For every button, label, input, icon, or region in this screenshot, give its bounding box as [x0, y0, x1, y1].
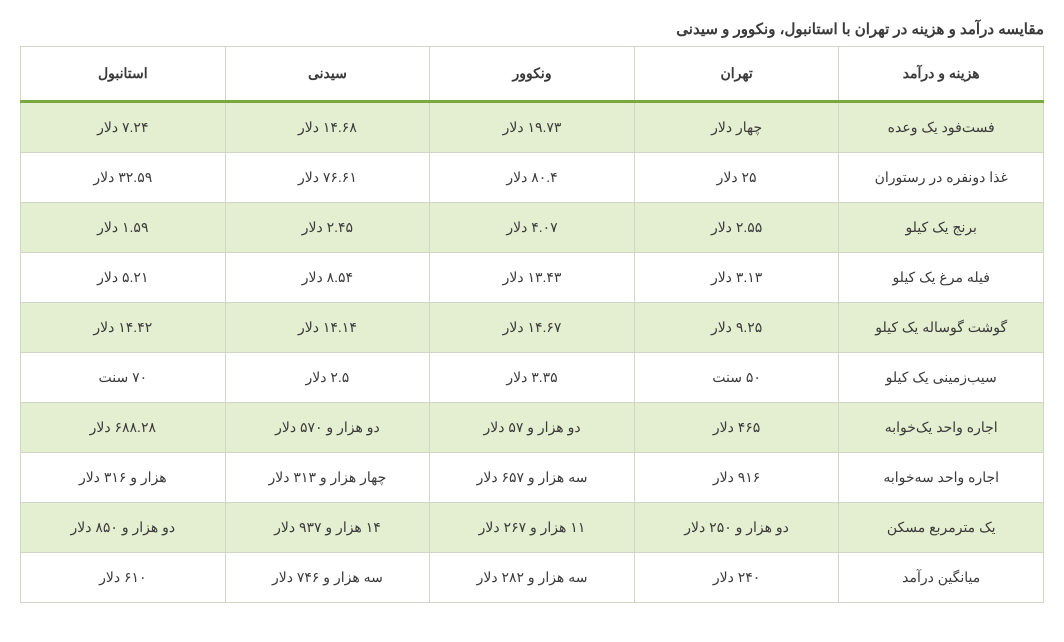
- cell-tehran: ۲۵ دلار: [634, 153, 839, 203]
- cell-vancouver: سه هزار و ۲۸۲ دلار: [430, 553, 635, 603]
- cell-sydney: چهار هزار و ۳۱۳ دلار: [225, 453, 430, 503]
- cell-istanbul: ۶۱۰ دلار: [21, 553, 226, 603]
- cell-istanbul: ۱۴.۴۲ دلار: [21, 303, 226, 353]
- table-row: سیب‌زمینی یک کیلو ۵۰ سنت ۳.۳۵ دلار ۲.۵ د…: [21, 353, 1044, 403]
- page-title: مقایسه درآمد و هزینه در تهران با استانبو…: [20, 20, 1044, 38]
- header-row: هزینه و درآمد تهران ونکوور سیدنی استانبو…: [21, 47, 1044, 102]
- cell-sydney: ۱۴.۱۴ دلار: [225, 303, 430, 353]
- cell-sydney: سه هزار و ۷۴۶ دلار: [225, 553, 430, 603]
- cell-item: برنج یک کیلو: [839, 203, 1044, 253]
- table-body: فست‌فود یک وعده چهار دلار ۱۹.۷۳ دلار ۱۴.…: [21, 102, 1044, 603]
- cell-istanbul: هزار و ۳۱۶ دلار: [21, 453, 226, 503]
- cell-sydney: دو هزار و ۵۷۰ دلار: [225, 403, 430, 453]
- cell-tehran: ۴۶۵ دلار: [634, 403, 839, 453]
- cell-istanbul: ۷.۲۴ دلار: [21, 102, 226, 153]
- table-row: اجاره واحد یک‌خوابه ۴۶۵ دلار دو هزار و ۵…: [21, 403, 1044, 453]
- cell-item: فیله مرغ یک کیلو: [839, 253, 1044, 303]
- table-row: برنج یک کیلو ۲.۵۵ دلار ۴.۰۷ دلار ۲.۴۵ دل…: [21, 203, 1044, 253]
- cell-vancouver: ۳.۳۵ دلار: [430, 353, 635, 403]
- cell-tehran: ۳.۱۳ دلار: [634, 253, 839, 303]
- cell-item: اجاره واحد یک‌خوابه: [839, 403, 1044, 453]
- table-row: فیله مرغ یک کیلو ۳.۱۳ دلار ۱۳.۴۳ دلار ۸.…: [21, 253, 1044, 303]
- table-row: گوشت گوساله یک کیلو ۹.۲۵ دلار ۱۴.۶۷ دلار…: [21, 303, 1044, 353]
- cell-tehran: ۹۱۶ دلار: [634, 453, 839, 503]
- col-header-vancouver: ونکوور: [430, 47, 635, 102]
- cell-vancouver: ۱۹.۷۳ دلار: [430, 102, 635, 153]
- cell-vancouver: دو هزار و ۵۷ دلار: [430, 403, 635, 453]
- table-row: فست‌فود یک وعده چهار دلار ۱۹.۷۳ دلار ۱۴.…: [21, 102, 1044, 153]
- cell-tehran: ۲۴۰ دلار: [634, 553, 839, 603]
- cell-sydney: ۱۴ هزار و ۹۳۷ دلار: [225, 503, 430, 553]
- cell-istanbul: ۳۲.۵۹ دلار: [21, 153, 226, 203]
- col-header-item: هزینه و درآمد: [839, 47, 1044, 102]
- cell-tehran: ۲.۵۵ دلار: [634, 203, 839, 253]
- col-header-tehran: تهران: [634, 47, 839, 102]
- cell-vancouver: ۱۳.۴۳ دلار: [430, 253, 635, 303]
- table-row: اجاره واحد سه‌خوابه ۹۱۶ دلار سه هزار و ۶…: [21, 453, 1044, 503]
- cell-item: یک مترمربع مسکن: [839, 503, 1044, 553]
- cell-item: فست‌فود یک وعده: [839, 102, 1044, 153]
- cell-vancouver: ۸۰.۴ دلار: [430, 153, 635, 203]
- cell-item: میانگین درآمد: [839, 553, 1044, 603]
- cell-item: غذا دونفره در رستوران: [839, 153, 1044, 203]
- cell-sydney: ۲.۵ دلار: [225, 353, 430, 403]
- cell-vancouver: ۴.۰۷ دلار: [430, 203, 635, 253]
- cell-istanbul: دو هزار و ۸۵۰ دلار: [21, 503, 226, 553]
- col-header-istanbul: استانبول: [21, 47, 226, 102]
- cell-vancouver: سه هزار و ۶۵۷ دلار: [430, 453, 635, 503]
- cell-item: سیب‌زمینی یک کیلو: [839, 353, 1044, 403]
- table-row: میانگین درآمد ۲۴۰ دلار سه هزار و ۲۸۲ دلا…: [21, 553, 1044, 603]
- cell-item: گوشت گوساله یک کیلو: [839, 303, 1044, 353]
- cell-tehran: دو هزار و ۲۵۰ دلار: [634, 503, 839, 553]
- cell-vancouver: ۱۱ هزار و ۲۶۷ دلار: [430, 503, 635, 553]
- cost-table: هزینه و درآمد تهران ونکوور سیدنی استانبو…: [20, 46, 1044, 603]
- cell-istanbul: ۵.۲۱ دلار: [21, 253, 226, 303]
- cell-sydney: ۲.۴۵ دلار: [225, 203, 430, 253]
- cell-sydney: ۷۶.۶۱ دلار: [225, 153, 430, 203]
- cell-tehran: ۵۰ سنت: [634, 353, 839, 403]
- cell-sydney: ۸.۵۴ دلار: [225, 253, 430, 303]
- cell-vancouver: ۱۴.۶۷ دلار: [430, 303, 635, 353]
- table-row: یک مترمربع مسکن دو هزار و ۲۵۰ دلار ۱۱ هز…: [21, 503, 1044, 553]
- cell-sydney: ۱۴.۶۸ دلار: [225, 102, 430, 153]
- cell-tehran: ۹.۲۵ دلار: [634, 303, 839, 353]
- table-row: غذا دونفره در رستوران ۲۵ دلار ۸۰.۴ دلار …: [21, 153, 1044, 203]
- cell-istanbul: ۱.۵۹ دلار: [21, 203, 226, 253]
- col-header-sydney: سیدنی: [225, 47, 430, 102]
- cell-item: اجاره واحد سه‌خوابه: [839, 453, 1044, 503]
- cell-istanbul: ۷۰ سنت: [21, 353, 226, 403]
- page-container: مقایسه درآمد و هزینه در تهران با استانبو…: [20, 20, 1044, 603]
- cell-tehran: چهار دلار: [634, 102, 839, 153]
- cell-istanbul: ۶۸۸.۲۸ دلار: [21, 403, 226, 453]
